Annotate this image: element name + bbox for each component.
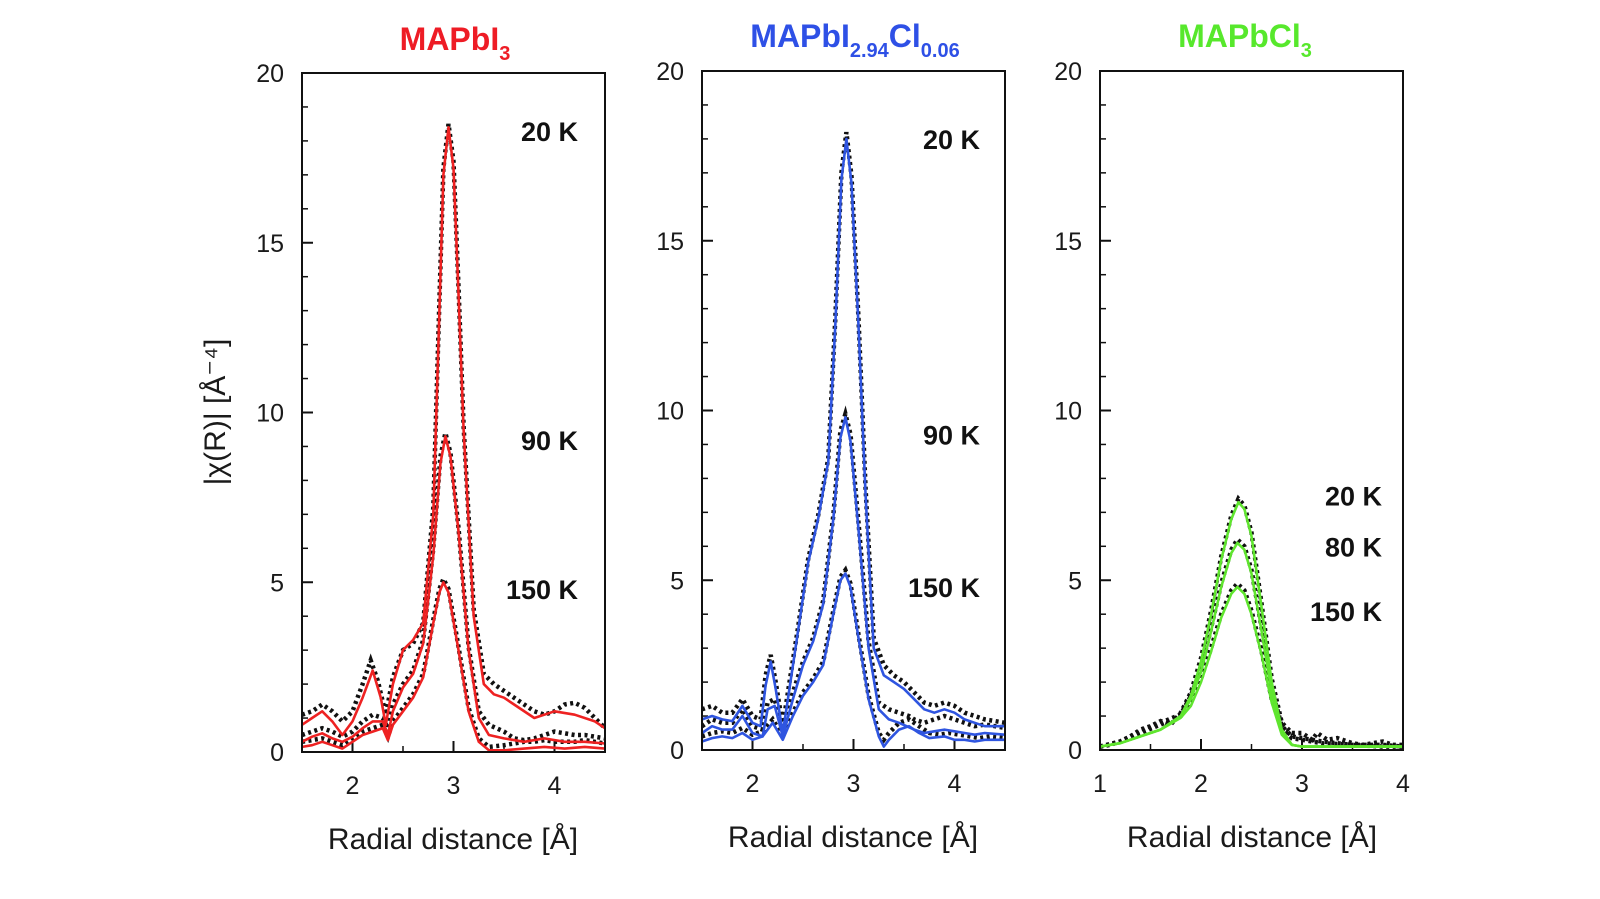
temperature-label: 20 K	[923, 125, 981, 155]
y-tick-label: 20	[1054, 58, 1082, 86]
x-axis-label: Radial distance [Å]	[728, 821, 978, 854]
temperature-label: 90 K	[923, 420, 981, 450]
x-axis-label: Radial distance [Å]	[1127, 821, 1377, 854]
plot-area: 0 5 10 15 20 2 3 4 20 K 90 K 150 K	[656, 58, 1006, 798]
panel-title-mapbi294cl006: MAPbI2.94Cl0.06	[750, 18, 959, 62]
x-tick-label: 3	[847, 770, 861, 798]
y-tick-label: 10	[256, 400, 284, 428]
x-axis-label: Radial distance [Å]	[328, 823, 578, 856]
panel-mapbi294cl006: MAPbI2.94Cl0.06 0 5 10 15 20 2 3 4 20 K 90 K 150 K…	[656, 18, 1006, 854]
fit-line-150k	[302, 580, 605, 752]
temperature-label: 80 K	[1325, 532, 1383, 562]
x-tick-label: 2	[346, 772, 360, 800]
x-tick-label: 4	[1396, 770, 1410, 798]
plot-area: 0 5 10 15 20 1 2 3 4 20 K 80 K 150 K	[1054, 58, 1410, 798]
y-tick-label: 20	[656, 58, 684, 86]
fit-line-80k	[1100, 541, 1403, 748]
x-tick-label: 4	[548, 772, 562, 800]
plot-area: 0 5 10 15 20 2 3 4 20 K 90 K 150 K	[256, 60, 606, 800]
y-tick-label: 0	[670, 737, 684, 765]
temperature-label: 150 K	[1310, 597, 1383, 627]
x-tick-label: 3	[1295, 770, 1309, 798]
y-tick-label: 5	[670, 567, 684, 595]
y-tick-label: 0	[1068, 737, 1082, 765]
fit-line-150k	[702, 572, 1005, 748]
x-tick-label: 2	[746, 770, 760, 798]
temperature-label: 20 K	[1325, 482, 1383, 512]
x-tick-label: 4	[948, 770, 962, 798]
y-tick-label: 15	[256, 230, 284, 258]
x-tick-label: 3	[447, 772, 461, 800]
axis-frame	[1099, 70, 1404, 751]
fit-line-20k	[702, 137, 1005, 735]
temperature-label: 150 K	[908, 573, 981, 603]
y-tick-label: 20	[256, 60, 284, 88]
y-axis-label: |χ(R)| [Å⁻⁴]	[199, 339, 232, 486]
y-tick-label: 5	[270, 569, 284, 597]
y-tick-label: 10	[1054, 398, 1082, 426]
panel-title-mapbcl3: MAPbCl3	[1178, 18, 1312, 62]
axis-frame	[701, 70, 1006, 751]
fit-line-150k	[1100, 585, 1403, 748]
temperature-label: 20 K	[521, 117, 579, 147]
x-tick-label: 1	[1093, 770, 1107, 798]
panel-title-mapbi3: MAPbI3	[400, 21, 511, 65]
panel-mapbcl3: MAPbCl3 0 5 10 15 20 1 2 3 4 20 K 80 K 150 K Radial…	[1054, 18, 1410, 854]
fit-line-20k	[302, 126, 605, 737]
y-tick-label: 10	[656, 398, 684, 426]
experimental-data-80k	[1100, 535, 1403, 749]
y-tick-label: 5	[1068, 567, 1082, 595]
temperature-label: 150 K	[506, 575, 579, 605]
fit-line-90k	[302, 434, 605, 745]
y-tick-label: 15	[656, 228, 684, 256]
axis-frame	[301, 72, 606, 753]
experimental-data-90k	[302, 432, 605, 743]
y-tick-label: 0	[270, 739, 284, 767]
y-tick-label: 15	[1054, 228, 1082, 256]
experimental-data-150k	[1100, 580, 1403, 749]
x-tick-label: 2	[1194, 770, 1208, 798]
temperature-label: 90 K	[521, 426, 579, 456]
panel-mapbi3: MAPbI3 0 5 10 15 20 2 3 4 20 K 90 K 150 K Radial d…	[256, 21, 606, 856]
fit-line-90k	[702, 415, 1005, 738]
